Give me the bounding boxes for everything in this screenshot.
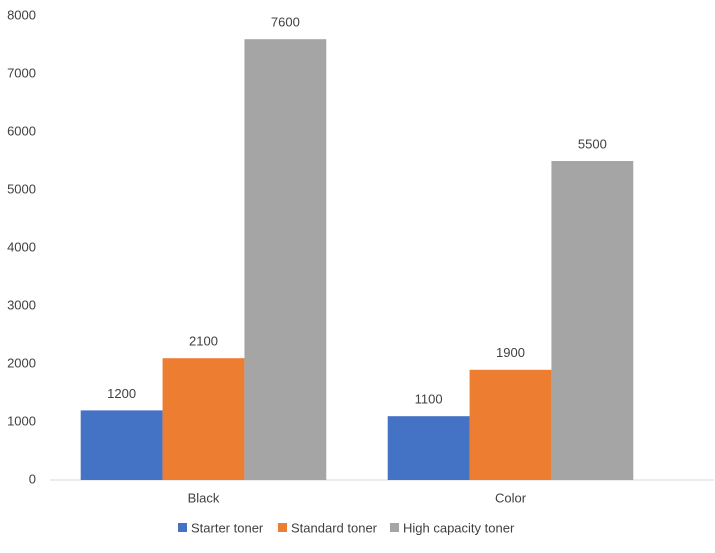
y-tick-label: 6000: [7, 123, 36, 138]
data-label: 7600: [271, 15, 300, 30]
data-label: 5500: [578, 136, 607, 151]
legend-label: Standard toner: [291, 520, 378, 535]
data-label: 2100: [189, 334, 218, 349]
legend-label: High capacity toner: [403, 520, 515, 535]
bar: [162, 358, 245, 480]
data-label: 1200: [107, 386, 136, 401]
legend-label: Starter toner: [191, 520, 264, 535]
bar: [244, 39, 327, 480]
data-label: 1100: [415, 392, 443, 407]
y-tick-label: 7000: [7, 65, 36, 80]
y-tick-label: 8000: [7, 7, 36, 22]
bar: [80, 410, 163, 480]
x-tick-label: Black: [188, 490, 220, 505]
y-tick-label: 1000: [7, 413, 36, 428]
legend-swatch: [390, 523, 399, 532]
x-tick-label: Color: [495, 490, 527, 505]
y-tick-label: 3000: [7, 297, 36, 312]
data-label: 1900: [496, 345, 525, 360]
bar: [551, 161, 634, 480]
y-tick-label: 0: [29, 471, 36, 486]
legend-swatch: [278, 523, 287, 532]
bar: [387, 416, 470, 480]
y-tick-label: 4000: [7, 239, 36, 254]
y-tick-label: 2000: [7, 355, 36, 370]
legend-swatch: [178, 523, 187, 532]
y-tick-label: 5000: [7, 181, 36, 196]
bar: [469, 369, 552, 480]
